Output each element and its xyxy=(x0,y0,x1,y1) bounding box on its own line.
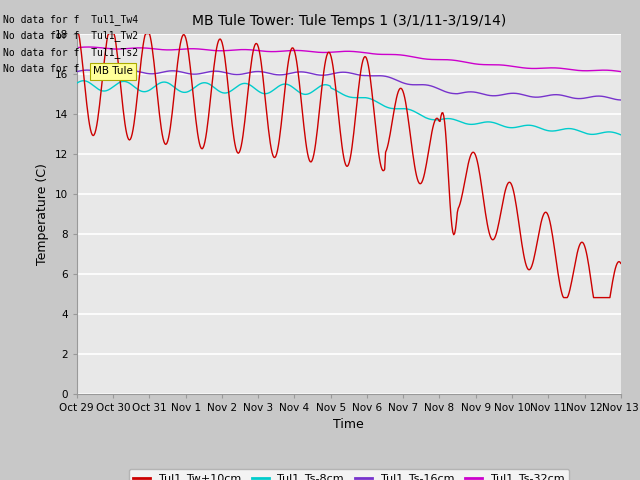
Text: No data for f  Tul1_Ts2: No data for f Tul1_Ts2 xyxy=(3,47,138,58)
Title: MB Tule Tower: Tule Temps 1 (3/1/11-3/19/14): MB Tule Tower: Tule Temps 1 (3/1/11-3/19… xyxy=(191,14,506,28)
Text: No data for f  Tul1_Tw4: No data for f Tul1_Tw4 xyxy=(3,13,138,24)
Legend: Tul1_Tw+10cm, Tul1_Ts-8cm, Tul1_Ts-16cm, Tul1_Ts-32cm: Tul1_Tw+10cm, Tul1_Ts-8cm, Tul1_Ts-16cm,… xyxy=(129,469,569,480)
Text: MB Tule: MB Tule xyxy=(93,66,132,76)
Text: No data for f  Tul1_Tw2: No data for f Tul1_Tw2 xyxy=(3,30,138,41)
X-axis label: Time: Time xyxy=(333,418,364,431)
Text: No data for f: No data for f xyxy=(3,64,79,74)
Y-axis label: Temperature (C): Temperature (C) xyxy=(36,163,49,264)
